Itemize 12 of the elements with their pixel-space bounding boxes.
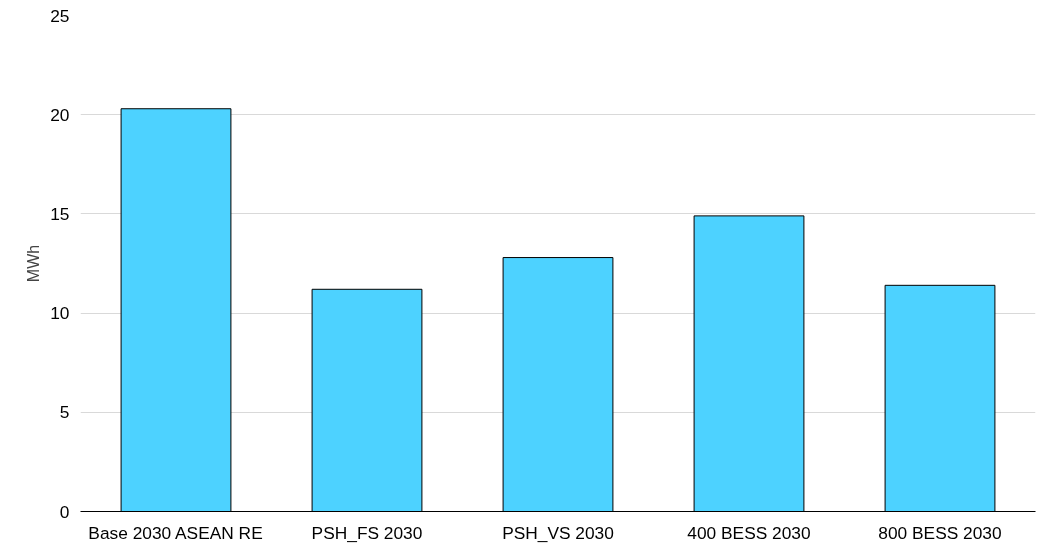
x-tick-label: Base 2030 ASEAN RE [88, 522, 263, 543]
x-tick-label: 800 BESS 2030 [878, 522, 1002, 543]
y-tick-label: 10 [50, 303, 70, 324]
y-axis-title: MWh [25, 244, 43, 283]
y-tick-label: 25 [50, 5, 70, 26]
y-tick-label: 15 [50, 203, 70, 224]
x-tick-label: PSH_FS 2030 [311, 522, 423, 543]
y-tick-label: 20 [50, 104, 70, 125]
y-tick-label: 0 [59, 501, 70, 522]
y-tick-label: 5 [59, 402, 70, 423]
x-tick-label: 400 BESS 2030 [687, 522, 811, 543]
x-tick-label: PSH_VS 2030 [502, 522, 614, 543]
